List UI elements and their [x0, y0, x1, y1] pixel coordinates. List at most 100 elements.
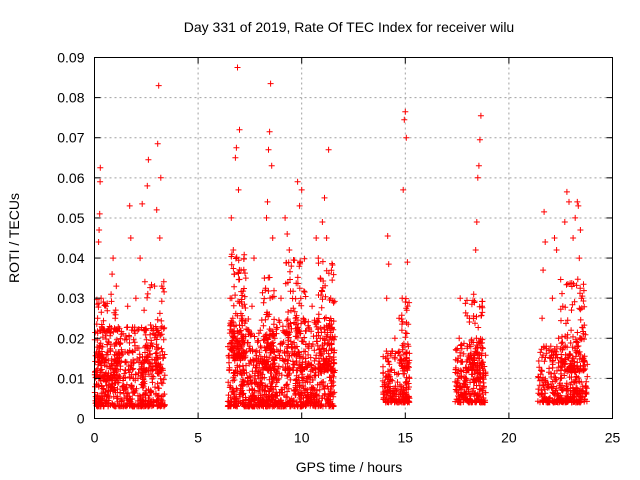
- data-point: [125, 389, 131, 396]
- data-point: [161, 391, 168, 398]
- data-point: [160, 336, 167, 343]
- data-point: [134, 403, 140, 410]
- data-point: [262, 316, 269, 323]
- data-point: [380, 363, 386, 370]
- data-point: [259, 371, 266, 378]
- data-point: [564, 385, 571, 392]
- data-point: [152, 384, 158, 391]
- data-point: [292, 333, 299, 340]
- data-point: [478, 352, 485, 359]
- data-point: [98, 366, 105, 373]
- data-point: [549, 295, 556, 302]
- data-point: [305, 351, 312, 358]
- data-point: [456, 335, 463, 342]
- y-tick-label: 0.04: [57, 250, 84, 266]
- data-point: [265, 313, 272, 320]
- data-point: [549, 378, 556, 385]
- data-point: [258, 399, 265, 406]
- data-point: [241, 320, 248, 327]
- data-point: [549, 389, 556, 396]
- data-point: [246, 343, 253, 350]
- y-tick-label: 0: [77, 411, 85, 427]
- data-point: [255, 330, 262, 337]
- data-point: [293, 372, 300, 379]
- y-tick-label: 0.08: [57, 90, 84, 106]
- data-point: [559, 399, 566, 406]
- data-point: [126, 202, 133, 209]
- data-point: [102, 378, 109, 385]
- data-point: [253, 347, 260, 354]
- data-point: [570, 280, 577, 287]
- data-point: [545, 383, 552, 390]
- data-point: [158, 298, 165, 305]
- data-point: [151, 283, 158, 290]
- data-point: [457, 342, 464, 349]
- data-point: [236, 341, 243, 348]
- data-point: [296, 383, 303, 390]
- data-point: [113, 283, 120, 290]
- data-point: [457, 295, 464, 302]
- data-point: [250, 397, 257, 404]
- data-point: [254, 368, 261, 374]
- data-point: [285, 385, 292, 392]
- data-point: [479, 336, 486, 343]
- data-point: [320, 384, 327, 390]
- data-point: [156, 235, 163, 241]
- data-point: [301, 387, 308, 394]
- data-point: [96, 372, 103, 379]
- data-point: [323, 314, 329, 321]
- data-point: [132, 371, 139, 378]
- data-point: [561, 360, 568, 367]
- data-point: [558, 394, 565, 401]
- data-point: [567, 340, 574, 346]
- y-tick-label: 0.06: [57, 170, 84, 186]
- data-point: [148, 325, 155, 332]
- data-point: [279, 389, 286, 396]
- data-point: [112, 315, 119, 322]
- data-point: [296, 202, 303, 209]
- data-point: [231, 391, 238, 398]
- data-point: [237, 385, 244, 392]
- data-point: [104, 349, 111, 356]
- data-point: [240, 378, 247, 385]
- data-point: [562, 333, 569, 340]
- data-point: [259, 289, 266, 296]
- data-point: [326, 342, 333, 349]
- data-point: [291, 361, 298, 368]
- data-point: [562, 343, 569, 350]
- data-point: [479, 303, 485, 310]
- data-point: [298, 338, 305, 345]
- data-point: [260, 366, 267, 372]
- data-point: [269, 235, 276, 241]
- data-point: [245, 316, 252, 322]
- data-point: [568, 307, 575, 314]
- data-point: [388, 366, 395, 373]
- data-point: [130, 359, 137, 366]
- data-point: [149, 373, 155, 380]
- data-point: [296, 300, 303, 307]
- data-point: [236, 276, 243, 283]
- data-point: [143, 336, 150, 343]
- data-point: [399, 295, 406, 302]
- data-point: [316, 393, 322, 399]
- data-point: [255, 383, 262, 390]
- data-point: [238, 296, 245, 303]
- data-point: [254, 372, 261, 379]
- data-point: [295, 390, 302, 397]
- data-point: [455, 355, 462, 362]
- data-point: [561, 219, 568, 225]
- data-point: [478, 312, 485, 319]
- data-point: [294, 324, 301, 331]
- data-point: [126, 332, 132, 339]
- data-point: [476, 136, 483, 143]
- data-point: [477, 375, 484, 382]
- data-point: [557, 276, 564, 283]
- data-point: [114, 379, 121, 386]
- data-point: [459, 383, 465, 390]
- data-point: [570, 399, 577, 405]
- data-point: [404, 259, 411, 266]
- data-point: [543, 343, 550, 350]
- data-point: [285, 341, 292, 348]
- data-point: [113, 339, 120, 346]
- data-point: [291, 308, 298, 315]
